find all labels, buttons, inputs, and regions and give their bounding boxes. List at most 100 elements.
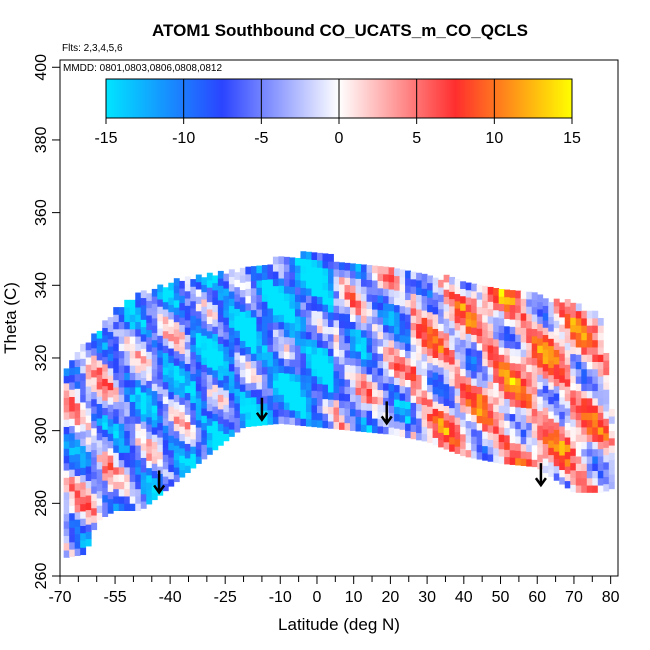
heatmap-cell	[465, 362, 472, 371]
heatmap-cell	[173, 430, 180, 439]
heatmap-cell	[113, 401, 120, 410]
heatmap-cell	[476, 342, 483, 351]
x-tick-label: -55	[104, 589, 127, 606]
heatmap-cell	[377, 302, 384, 311]
heatmap-cell	[212, 275, 219, 284]
heatmap-cell	[454, 344, 461, 353]
heatmap-cell	[327, 348, 334, 357]
heatmap-cell	[366, 337, 373, 346]
heatmap-cell	[482, 300, 489, 309]
heatmap-cell	[465, 347, 472, 356]
heatmap-cell	[399, 356, 406, 365]
heatmap-cell	[162, 374, 169, 383]
heatmap-cell	[250, 338, 257, 347]
heatmap-cell	[542, 407, 549, 415]
heatmap-cell	[592, 318, 599, 326]
heatmap-cell	[239, 376, 246, 385]
heatmap-cell	[504, 296, 511, 305]
heatmap-cell	[526, 357, 533, 365]
heatmap-cell	[531, 444, 538, 453]
heatmap-cell	[421, 339, 428, 347]
heatmap-cell	[228, 392, 235, 401]
heatmap-cell	[498, 354, 505, 363]
heatmap-cell	[575, 325, 582, 333]
heatmap-cell	[427, 391, 434, 400]
heatmap-cell	[206, 396, 213, 404]
heatmap-cell	[399, 378, 406, 387]
heatmap-cell	[372, 316, 378, 325]
heatmap-cell	[63, 535, 70, 544]
heatmap-cell	[487, 374, 494, 382]
heatmap-cell	[256, 403, 263, 412]
heatmap-cell	[245, 317, 252, 326]
heatmap-cell	[559, 346, 566, 354]
heatmap-cell	[69, 527, 76, 536]
heatmap-cell	[305, 273, 312, 282]
heatmap-cell	[278, 416, 285, 424]
heatmap-cell	[410, 278, 417, 287]
heatmap-cell	[267, 322, 274, 331]
heatmap-cell	[162, 338, 169, 346]
heatmap-cell	[597, 405, 604, 413]
heatmap-cell	[515, 443, 522, 451]
heatmap-cell	[162, 454, 169, 463]
heatmap-cell	[212, 406, 219, 414]
heatmap-cell	[322, 267, 329, 276]
heatmap-cell	[96, 330, 103, 339]
heatmap-cell	[476, 335, 483, 344]
heatmap-cell	[377, 273, 384, 282]
heatmap-cell	[542, 392, 549, 401]
heatmap-cell	[162, 323, 169, 332]
heatmap-cell	[564, 364, 571, 373]
heatmap-cell	[272, 402, 279, 410]
heatmap-cell	[311, 397, 318, 406]
heatmap-cell	[102, 443, 109, 452]
heatmap-cell	[388, 405, 395, 414]
heatmap-cell	[63, 499, 70, 507]
heatmap-cell	[162, 309, 169, 317]
heatmap-cell	[173, 285, 180, 294]
heatmap-cell	[482, 358, 489, 367]
heatmap-cell	[146, 365, 153, 374]
heatmap-cell	[316, 390, 323, 399]
heatmap-cell	[261, 417, 268, 426]
heatmap-cell	[239, 333, 246, 341]
heatmap-cell	[454, 351, 461, 360]
heatmap-cell	[322, 253, 329, 262]
heatmap-cell	[316, 289, 323, 297]
heatmap-cell	[80, 423, 87, 432]
heatmap-cell	[493, 411, 500, 420]
heatmap-cell	[267, 417, 274, 425]
heatmap-cell	[311, 324, 318, 333]
heatmap-cell	[311, 295, 318, 304]
heatmap-cell	[520, 392, 527, 401]
heatmap-cell	[361, 300, 367, 309]
heatmap-cell	[405, 306, 411, 315]
heatmap-cell	[151, 288, 158, 297]
heatmap-cell	[179, 397, 186, 405]
heatmap-cell	[603, 476, 610, 485]
heatmap-cell	[140, 493, 147, 502]
heatmap-cell	[107, 404, 114, 412]
heatmap-cell	[201, 371, 208, 380]
heatmap-cell	[311, 252, 318, 260]
heatmap-cell	[190, 424, 197, 433]
heatmap-cell	[80, 532, 87, 541]
heatmap-cell	[250, 302, 257, 311]
heatmap-cell	[372, 360, 378, 368]
heatmap-cell	[526, 458, 533, 467]
heatmap-cell	[305, 259, 312, 267]
heatmap-cell	[278, 256, 285, 264]
heatmap-cell	[91, 333, 98, 342]
heatmap-cell	[278, 321, 285, 330]
heatmap-cell	[570, 462, 577, 471]
heatmap-cell	[515, 428, 522, 437]
heatmap-cell	[289, 257, 296, 266]
heatmap-cell	[361, 388, 367, 396]
heatmap-cell	[245, 303, 252, 311]
heatmap-cell	[493, 324, 500, 333]
heatmap-cell	[575, 376, 582, 384]
heatmap-cell	[91, 391, 98, 400]
heatmap-cell	[586, 325, 593, 333]
heatmap-cell	[427, 399, 434, 407]
